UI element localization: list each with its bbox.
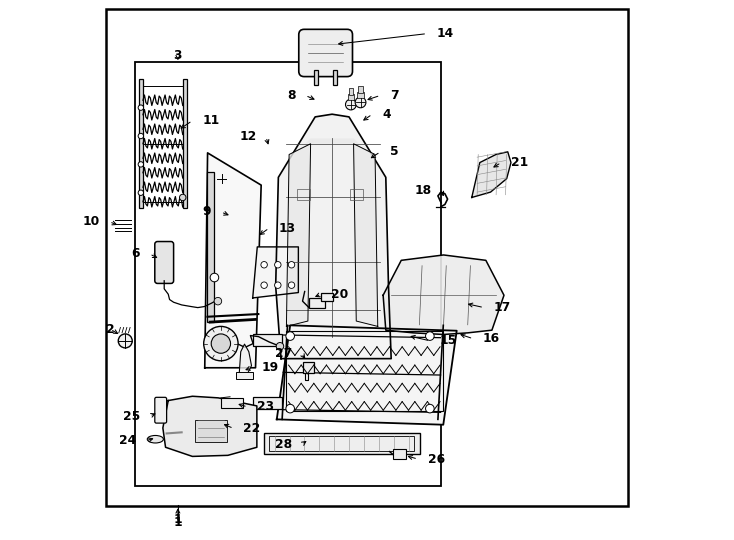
Polygon shape (252, 247, 298, 298)
Circle shape (138, 190, 144, 195)
Bar (236, 372, 253, 379)
Text: 10: 10 (82, 215, 100, 228)
Text: 9: 9 (203, 206, 211, 219)
Text: 27: 27 (275, 347, 292, 360)
Bar (393, 449, 406, 459)
FancyBboxPatch shape (155, 397, 167, 423)
Text: 4: 4 (382, 107, 390, 121)
Text: 17: 17 (494, 301, 511, 314)
Text: 1: 1 (173, 516, 182, 529)
Text: 16: 16 (483, 332, 500, 345)
Bar (286, 330, 443, 411)
Bar (297, 189, 310, 200)
Circle shape (138, 133, 144, 139)
Text: 20: 20 (331, 288, 348, 301)
Bar (348, 94, 354, 100)
Circle shape (138, 161, 144, 167)
Polygon shape (305, 138, 359, 144)
Text: 2: 2 (106, 322, 115, 335)
Bar (302, 362, 314, 373)
Circle shape (275, 282, 281, 288)
Circle shape (261, 261, 267, 268)
Ellipse shape (148, 435, 164, 443)
Text: 8: 8 (287, 89, 296, 102)
Circle shape (288, 261, 295, 268)
Circle shape (214, 298, 222, 305)
Polygon shape (286, 144, 310, 326)
Bar (333, 70, 337, 85)
Circle shape (286, 332, 294, 340)
Text: 21: 21 (511, 156, 528, 169)
Bar (139, 79, 143, 208)
Polygon shape (276, 114, 391, 359)
Bar (350, 189, 363, 200)
Bar (269, 436, 414, 451)
Circle shape (138, 105, 144, 110)
Bar (183, 79, 187, 208)
Text: 12: 12 (239, 130, 256, 143)
Text: 6: 6 (131, 247, 139, 260)
Polygon shape (205, 153, 261, 368)
Polygon shape (383, 255, 504, 334)
Bar (358, 86, 363, 93)
Circle shape (286, 404, 294, 413)
Polygon shape (354, 144, 378, 326)
Text: 19: 19 (261, 361, 278, 374)
FancyBboxPatch shape (299, 29, 352, 77)
Text: 5: 5 (390, 145, 399, 158)
Bar (252, 397, 282, 409)
Text: 24: 24 (119, 434, 136, 447)
Text: 13: 13 (279, 221, 296, 234)
FancyBboxPatch shape (155, 241, 174, 284)
Text: 18: 18 (414, 184, 432, 197)
Circle shape (426, 404, 434, 413)
Text: 26: 26 (428, 453, 445, 465)
Bar (357, 92, 364, 98)
Text: 15: 15 (440, 334, 457, 347)
Bar (309, 298, 325, 308)
Text: 7: 7 (390, 89, 399, 102)
Polygon shape (163, 396, 257, 456)
Bar (314, 70, 319, 85)
Text: 14: 14 (437, 27, 454, 40)
Text: 25: 25 (123, 410, 139, 423)
Circle shape (211, 334, 230, 353)
Circle shape (118, 334, 132, 348)
Bar (321, 293, 333, 301)
Circle shape (180, 194, 186, 201)
Circle shape (276, 342, 284, 350)
Bar (221, 398, 244, 408)
Circle shape (203, 326, 238, 361)
Circle shape (355, 97, 366, 108)
Bar (195, 421, 228, 442)
Circle shape (261, 282, 267, 288)
Circle shape (275, 261, 281, 268)
Bar (252, 334, 282, 346)
Text: 1: 1 (173, 513, 182, 526)
Text: 28: 28 (275, 438, 292, 451)
Text: 23: 23 (258, 401, 275, 414)
Text: 22: 22 (244, 422, 261, 435)
Text: 11: 11 (202, 114, 219, 127)
Bar (349, 89, 353, 95)
Circle shape (346, 99, 356, 110)
Circle shape (426, 332, 434, 340)
Polygon shape (239, 344, 252, 375)
Bar (135, 62, 441, 486)
Circle shape (210, 273, 219, 282)
Bar (264, 433, 420, 454)
Polygon shape (472, 152, 511, 198)
Polygon shape (277, 325, 457, 425)
Bar (208, 172, 214, 322)
Circle shape (288, 282, 295, 288)
Text: 3: 3 (174, 49, 182, 62)
